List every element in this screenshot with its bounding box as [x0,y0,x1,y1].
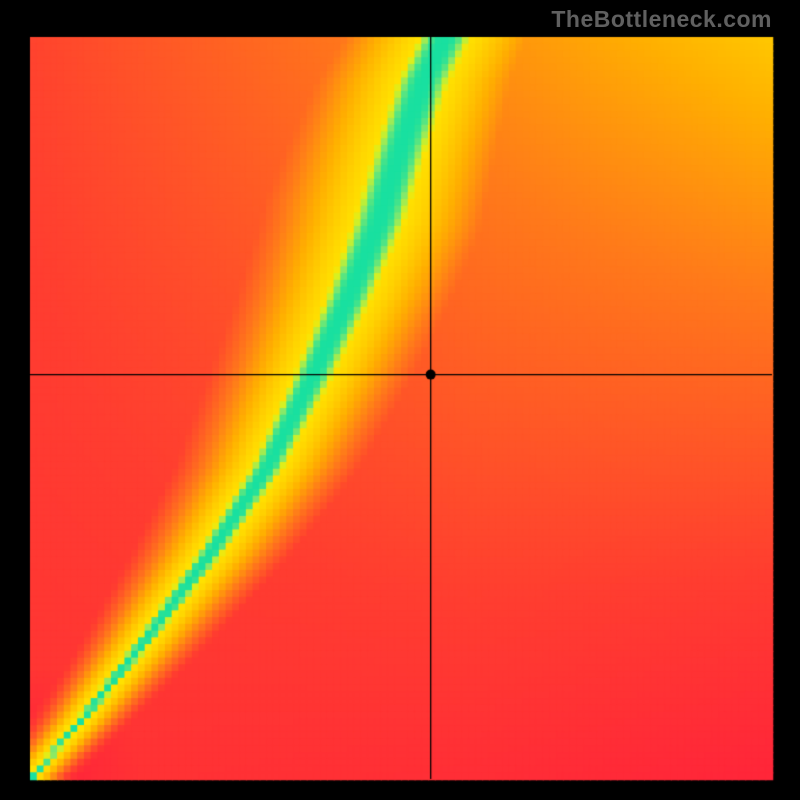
bottleneck-heatmap [0,0,800,800]
watermark-text: TheBottleneck.com [551,6,772,33]
chart-container: TheBottleneck.com [0,0,800,800]
